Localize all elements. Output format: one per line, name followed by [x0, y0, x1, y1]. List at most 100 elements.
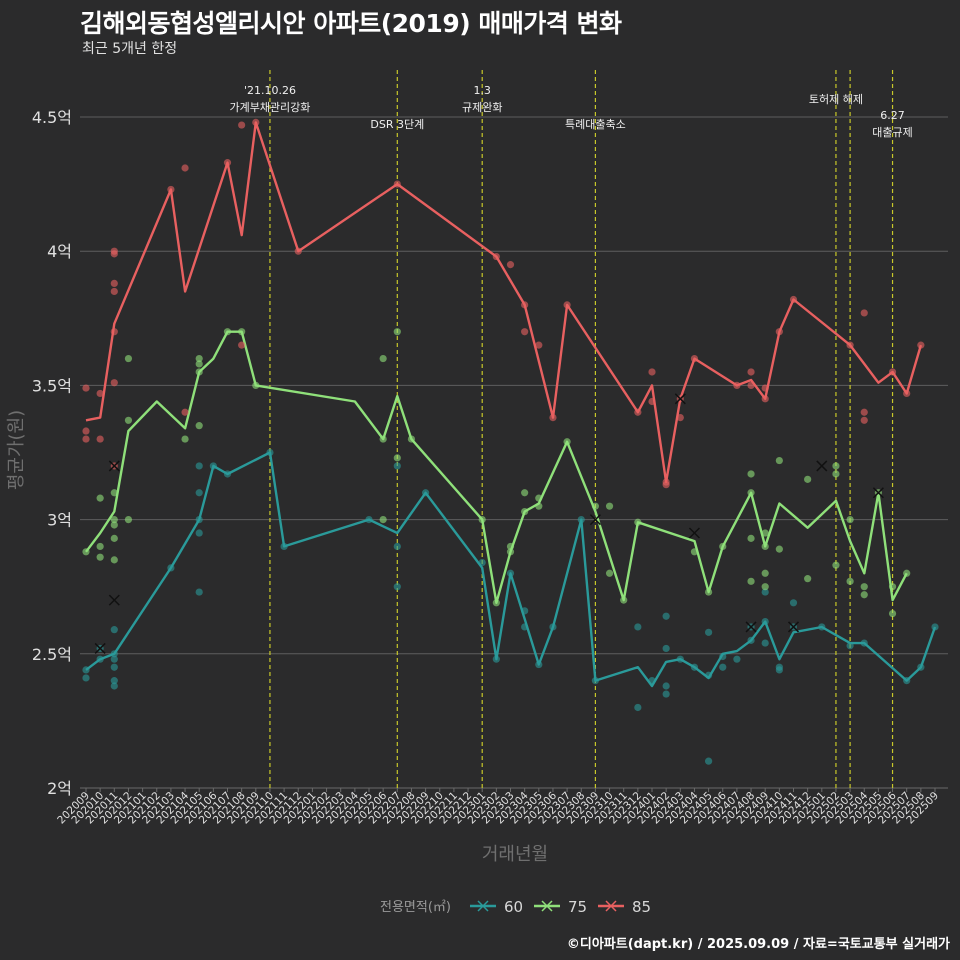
data-point — [96, 553, 104, 561]
data-point — [110, 279, 118, 288]
cross-marker — [108, 460, 120, 472]
data-point — [110, 626, 118, 634]
y-tick-label: 3.5억 — [32, 376, 72, 395]
data-point — [662, 690, 670, 698]
y-axis: 2억 2.5억 3억 3.5억 4억 4.5억 — [32, 108, 72, 798]
data-point — [110, 287, 118, 296]
chart-title: 김해외동협성엘리시안 아파트(2019) 매매가격 변화 — [80, 9, 622, 38]
data-point — [110, 379, 118, 387]
data-point — [238, 341, 246, 349]
series-60 — [82, 448, 939, 765]
data-point — [832, 470, 840, 478]
data-point — [860, 591, 868, 599]
data-point — [832, 561, 840, 569]
legend-item-75: 75 — [534, 898, 587, 916]
data-point — [662, 682, 670, 690]
data-point — [181, 435, 189, 443]
source-caption: ©디아파트(dapt.kr) / 2025.09.09 / 자료=국토교통부 실… — [566, 937, 950, 952]
data-point — [761, 529, 769, 537]
data-point — [110, 682, 118, 690]
cross-marker — [94, 642, 106, 654]
data-point — [804, 475, 812, 483]
data-point — [96, 542, 104, 551]
data-point — [747, 368, 755, 376]
data-point — [804, 575, 812, 583]
data-point — [662, 644, 670, 653]
cross-marker — [108, 594, 120, 606]
legend: 전용면적(㎡) 60 75 85 — [380, 898, 651, 916]
grid-lines — [80, 116, 948, 789]
data-point — [521, 489, 529, 497]
data-point — [195, 588, 203, 596]
legend-label: 85 — [632, 898, 651, 916]
data-point — [789, 599, 798, 607]
data-point — [705, 628, 713, 636]
data-point — [846, 577, 854, 585]
chart-subtitle: 최근 5개년 한정 — [82, 41, 178, 57]
data-point — [110, 663, 118, 671]
data-point — [195, 422, 203, 430]
data-point — [747, 470, 755, 478]
data-point — [110, 516, 118, 524]
legend-label: 75 — [568, 898, 587, 916]
y-axis-label: 평균가(원) — [6, 410, 27, 490]
data-point — [195, 529, 203, 537]
data-point — [110, 556, 118, 564]
data-point — [605, 502, 614, 510]
event-label: 규제완화 — [462, 101, 502, 114]
data-point — [761, 639, 769, 647]
data-point — [747, 534, 755, 542]
x-axis: 2020092020102020112020122021012021022021… — [55, 788, 941, 826]
data-point — [82, 435, 90, 443]
data-point — [96, 389, 104, 398]
data-point — [110, 534, 118, 542]
data-point — [195, 360, 203, 368]
data-point — [124, 354, 133, 363]
y-tick-label: 2억 — [47, 779, 72, 798]
data-point — [82, 427, 90, 435]
data-point — [110, 677, 118, 685]
data-point — [719, 663, 727, 671]
data-point — [521, 328, 529, 336]
data-point — [775, 666, 783, 674]
event-label: 가계부채관리강화 — [229, 101, 310, 114]
legend-label: 60 — [504, 898, 523, 916]
data-point — [195, 489, 203, 497]
legend-cross — [477, 900, 489, 912]
data-point — [393, 583, 401, 591]
data-point — [82, 384, 90, 392]
data-point — [860, 408, 868, 416]
series-85 — [82, 118, 925, 489]
data-point — [379, 516, 387, 524]
data-point — [705, 757, 713, 765]
data-point — [181, 164, 189, 172]
data-point — [860, 416, 868, 424]
data-point — [393, 454, 401, 462]
data-point — [393, 462, 401, 470]
data-point — [195, 462, 203, 470]
cross-marker — [745, 621, 757, 633]
data-point — [96, 435, 104, 443]
legend-cross — [541, 900, 553, 912]
event-label: 토허제 해제 — [809, 92, 863, 106]
data-point — [761, 588, 769, 596]
data-point — [393, 328, 401, 336]
legend-item-60: 60 — [470, 898, 523, 916]
event-label: 특례대출축소 — [565, 118, 626, 131]
data-point — [846, 516, 854, 524]
legend-cross — [605, 900, 617, 912]
data-point — [648, 368, 656, 376]
x-axis-label: 거래년월 — [482, 844, 548, 865]
data-point — [634, 623, 642, 631]
data-point — [832, 462, 840, 470]
data-point — [733, 655, 741, 663]
cross-marker — [816, 460, 828, 472]
cross-marker — [589, 514, 601, 526]
data-point — [761, 583, 769, 591]
data-point — [82, 674, 90, 682]
data-point — [747, 577, 755, 585]
series-75 — [82, 328, 911, 618]
cross-marker — [688, 527, 700, 539]
data-point — [181, 408, 189, 416]
data-point — [775, 456, 783, 465]
